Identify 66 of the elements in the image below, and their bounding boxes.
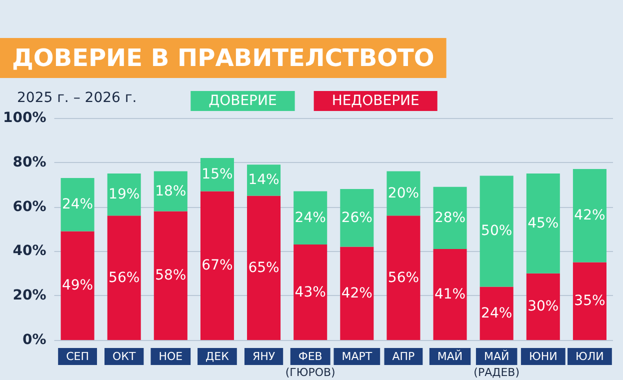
bar (526, 273, 560, 340)
bar (154, 211, 188, 340)
bar (200, 191, 234, 340)
data-label: 24% (62, 196, 94, 213)
data-label: 26% (341, 210, 372, 226)
data-label: 30% (528, 298, 559, 315)
x-tick-label: АПР (392, 350, 416, 363)
x-tick-label: СЕП (66, 350, 89, 363)
data-label: 45% (528, 215, 559, 232)
data-label: 65% (248, 260, 280, 276)
bar (572, 262, 606, 340)
data-label: 42% (341, 285, 372, 302)
x-tick-label: ОКТ (112, 350, 136, 363)
bar (247, 196, 281, 340)
data-label: 50% (481, 223, 512, 240)
data-label: 19% (108, 186, 140, 203)
y-tick-label: 60% (12, 198, 46, 215)
x-tick-label: ДЕК (206, 350, 230, 363)
bar (433, 248, 467, 340)
bar (340, 189, 374, 247)
chart-subtitle: 2025 г. – 2026 г. (17, 90, 137, 106)
bar (60, 178, 94, 232)
data-label: 14% (248, 172, 280, 188)
x-tick-label: ЮНИ (528, 350, 558, 363)
data-label: 42% (574, 208, 606, 224)
data-label: 58% (155, 268, 186, 284)
bar (294, 244, 328, 340)
data-label: 24% (481, 305, 512, 322)
bar (60, 231, 94, 340)
x-tick-label: ЯНУ (252, 350, 276, 363)
data-label: 35% (574, 293, 606, 310)
bar (572, 169, 606, 262)
data-label: 56% (108, 270, 140, 286)
data-label: 41% (434, 286, 466, 302)
bar (480, 286, 514, 340)
data-label: 20% (388, 185, 420, 202)
data-label: 18% (155, 183, 186, 200)
x-tick-label: НОЕ (158, 350, 183, 363)
bar (294, 191, 328, 245)
bar (107, 216, 141, 340)
chart-title: ДОВЕРИЕ В ПРАВИТЕЛСТВОТО (12, 44, 434, 72)
x-tick-label: МАЙ (437, 349, 463, 363)
bar (480, 176, 514, 287)
data-label: 43% (294, 284, 326, 300)
x-tick-label: ЮЛИ (576, 350, 604, 363)
y-tick-label: 100% (2, 110, 46, 126)
bar (107, 174, 141, 216)
data-label: 49% (62, 278, 94, 294)
text: НЕДОВЕРИЕ (332, 93, 420, 109)
y-tick-label: 0% (22, 332, 46, 348)
data-label: 24% (294, 210, 326, 226)
data-label: 67% (202, 258, 233, 274)
y-tick-label: 80% (12, 154, 46, 170)
x-tick-label: ФЕВ (ГЮРОВ) (285, 350, 336, 379)
text: ДОВЕРИЕ (208, 93, 277, 109)
x-tick-label: МАЙ (РАДЕВ) (474, 349, 520, 379)
y-tick-label: 20% (12, 288, 46, 304)
bar (433, 186, 467, 249)
bar (340, 246, 374, 340)
data-label: 56% (388, 270, 420, 286)
bar (526, 174, 560, 274)
data-label: 15% (202, 166, 233, 183)
bar (386, 216, 420, 340)
y-tick-label: 40% (12, 243, 46, 260)
data-label: 28% (434, 210, 466, 226)
x-tick-label: МАРТ (342, 350, 372, 363)
